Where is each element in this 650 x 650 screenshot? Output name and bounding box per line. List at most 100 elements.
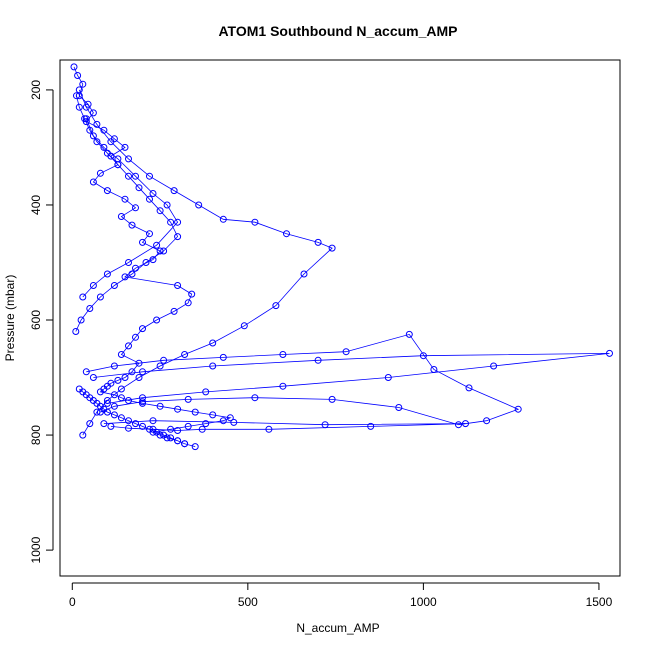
data-point xyxy=(75,86,83,94)
data-point xyxy=(110,391,118,399)
data-point xyxy=(132,420,139,428)
data-point xyxy=(121,143,129,151)
data-point xyxy=(279,382,287,390)
data-point xyxy=(139,394,146,402)
data-point xyxy=(100,143,108,151)
data-point xyxy=(153,241,161,249)
data-point xyxy=(314,238,322,246)
x-tick-label: 0 xyxy=(69,595,76,609)
data-point xyxy=(462,420,469,428)
data-point xyxy=(209,362,217,370)
data-point xyxy=(251,218,259,226)
data-point xyxy=(82,368,90,376)
data-point xyxy=(117,385,125,393)
data-point xyxy=(72,328,80,335)
data-point xyxy=(163,201,171,209)
data-point xyxy=(395,404,403,411)
series-5 xyxy=(79,115,182,301)
data-point xyxy=(96,293,104,301)
data-point xyxy=(117,213,125,220)
data-point xyxy=(483,417,491,425)
data-point xyxy=(342,348,350,356)
plot-area xyxy=(70,63,613,451)
data-point xyxy=(170,307,178,315)
data-point xyxy=(86,420,94,428)
data-point xyxy=(465,384,473,392)
data-point xyxy=(153,316,161,324)
y-axis: 200 400 600 800 1000 xyxy=(29,80,54,563)
data-point xyxy=(160,356,168,364)
data-point xyxy=(156,402,164,410)
data-point xyxy=(75,103,83,111)
data-point xyxy=(174,437,182,445)
data-point xyxy=(606,349,613,357)
data-point xyxy=(139,398,146,406)
data-point xyxy=(195,201,203,209)
data-point xyxy=(135,374,143,381)
y-tick-label: 200 xyxy=(29,80,43,100)
data-point xyxy=(132,204,139,212)
data-point xyxy=(125,417,132,425)
data-point xyxy=(142,259,150,266)
data-point xyxy=(198,425,206,433)
series-3 xyxy=(89,349,613,407)
data-point xyxy=(125,172,132,180)
data-point xyxy=(240,322,248,330)
data-point xyxy=(79,80,87,88)
y-tick-label: 600 xyxy=(29,310,43,330)
data-point xyxy=(110,411,118,419)
data-point xyxy=(174,405,182,413)
data-point xyxy=(89,132,97,140)
data-point xyxy=(125,424,132,432)
data-point xyxy=(279,351,287,358)
data-point xyxy=(455,421,462,429)
series-4 xyxy=(100,417,469,434)
data-point xyxy=(139,422,146,430)
data-point xyxy=(103,397,111,404)
series-line xyxy=(103,420,466,431)
data-point xyxy=(149,190,157,197)
data-point xyxy=(188,290,196,298)
data-point xyxy=(96,388,104,396)
data-point xyxy=(100,420,108,428)
data-point xyxy=(89,282,97,289)
data-point xyxy=(77,316,85,324)
data-point xyxy=(73,92,80,100)
data-point xyxy=(114,376,122,384)
data-point xyxy=(114,161,122,169)
data-point xyxy=(184,395,192,403)
data-point xyxy=(384,374,392,381)
data-point xyxy=(121,374,129,381)
data-point xyxy=(125,155,132,163)
data-point xyxy=(174,282,182,289)
data-point xyxy=(514,405,522,413)
data-point xyxy=(89,178,97,186)
data-point xyxy=(167,218,175,226)
data-point xyxy=(321,421,329,429)
data-point xyxy=(184,299,192,307)
series-line xyxy=(73,66,232,447)
data-point xyxy=(132,172,139,180)
data-point xyxy=(146,230,153,238)
data-point xyxy=(230,418,238,426)
data-point xyxy=(107,138,115,146)
data-point xyxy=(272,302,280,310)
y-axis-label: Pressure (mbar) xyxy=(3,275,17,362)
data-point xyxy=(125,259,132,266)
data-point xyxy=(139,368,146,376)
data-point xyxy=(149,417,157,425)
data-point xyxy=(174,427,182,434)
y-tick-label: 1000 xyxy=(29,536,43,563)
data-point xyxy=(226,414,234,422)
data-point xyxy=(219,215,227,223)
series-0 xyxy=(70,63,234,451)
data-point xyxy=(300,270,308,278)
data-point xyxy=(117,394,125,402)
data-point xyxy=(328,244,336,252)
data-point xyxy=(110,402,118,410)
data-point xyxy=(160,431,168,439)
data-point xyxy=(89,109,97,117)
series-line xyxy=(78,89,333,436)
